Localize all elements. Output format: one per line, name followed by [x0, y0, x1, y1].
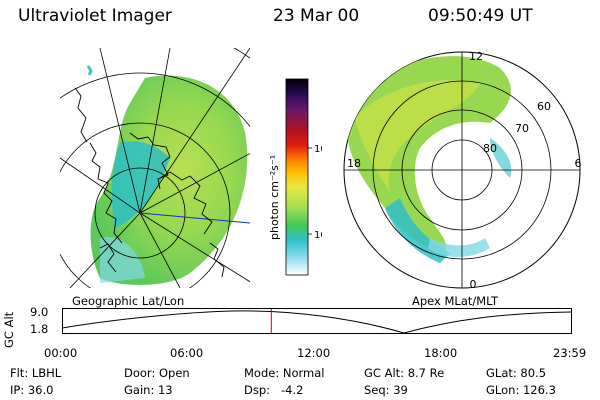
- filter-info: Flt: LBHL: [10, 366, 62, 380]
- mlt-label-18: 18: [347, 157, 361, 170]
- colorbar-tick-10: 10: [314, 230, 322, 241]
- altitude-curve: [62, 310, 572, 334]
- mlt-label-6: 6: [575, 157, 582, 170]
- geographic-map: [60, 48, 250, 288]
- mlat-label-60: 60: [537, 100, 551, 113]
- xtick-2359: 23:59: [553, 346, 587, 360]
- altitude-ytick-max: 9.0: [30, 305, 49, 319]
- colorbar-tick-100: 100: [314, 144, 322, 155]
- altitude-plot: [62, 308, 572, 334]
- mlat-label-70: 70: [515, 122, 529, 135]
- altitude-ytick-min: 1.8: [30, 322, 49, 336]
- seq-info: Seq: 39: [364, 383, 408, 397]
- mlt-label-12: 12: [469, 50, 483, 63]
- xtick-1200: 12:00: [297, 346, 331, 360]
- apex-caption: Apex MLat/MLT: [412, 294, 499, 308]
- altitude-ylabel: GC Alt: [2, 311, 16, 348]
- mlt-label-0: 0: [470, 278, 477, 291]
- mlat-label-80: 80: [483, 142, 497, 155]
- apex-polar-map: 12 18 6 0 60 70 80: [343, 50, 582, 291]
- date-label: 23 Mar 00: [273, 6, 360, 26]
- gain-info: Gain: 13: [124, 383, 173, 397]
- colorbar: 100 10 photon cm⁻²s⁻¹: [268, 78, 322, 276]
- mode-info: Mode: Normal: [244, 366, 325, 380]
- time-label: 09:50:49 UT: [428, 6, 533, 26]
- glon-info: GLon: 126.3: [486, 383, 556, 397]
- dsp-info: Dsp: -4.2: [244, 383, 304, 397]
- xtick-0000: 00:00: [44, 346, 78, 360]
- xtick-1800: 18:00: [424, 346, 458, 360]
- instrument-title: Ultraviolet Imager: [18, 6, 172, 26]
- glat-info: GLat: 80.5: [486, 366, 547, 380]
- colorbar-unit-label: photon cm⁻²s⁻¹: [268, 155, 281, 240]
- door-info: Door: Open: [124, 366, 190, 380]
- aurora-region: [90, 75, 248, 285]
- ip-info: IP: 36.0: [10, 383, 54, 397]
- xtick-0600: 06:00: [170, 346, 204, 360]
- geographic-caption: Geographic Lat/Lon: [72, 294, 185, 308]
- gc-alt-info: GC Alt: 8.7 Re: [364, 366, 445, 380]
